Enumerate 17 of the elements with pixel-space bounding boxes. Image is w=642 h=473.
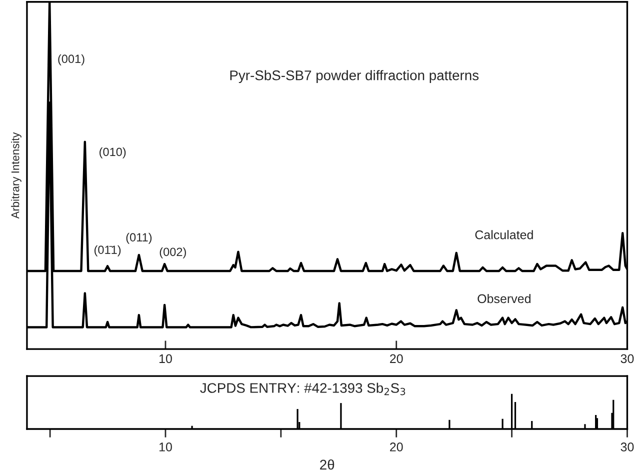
annotation: (011): [126, 232, 152, 244]
x-tick-label: 20: [390, 442, 403, 452]
x-tick-label: 10: [159, 354, 172, 364]
text: Pyr-SbS-SB7 powder diffraction patterns: [230, 70, 479, 84]
annotation: (01̄1): [94, 245, 121, 256]
annotation: JCPDS ENTRY: #42-1393 Sb$_{2}$S$_{3}$: [200, 382, 406, 396]
x-tick-label: 20: [390, 354, 403, 364]
x-tick-label: 30: [620, 442, 634, 452]
annotation: (001): [58, 54, 84, 66]
y-axis-title: Arbitrary Intensity: [11, 132, 22, 219]
x-tick-label: 10: [159, 442, 172, 452]
annotation: (002): [160, 247, 186, 258]
series-label: Observed: [478, 294, 530, 304]
x-tick-label: 30: [620, 354, 634, 364]
series-label: Calculated: [475, 230, 533, 240]
annotation: (010): [100, 147, 126, 158]
x-axis-title: 2θ: [320, 459, 334, 470]
